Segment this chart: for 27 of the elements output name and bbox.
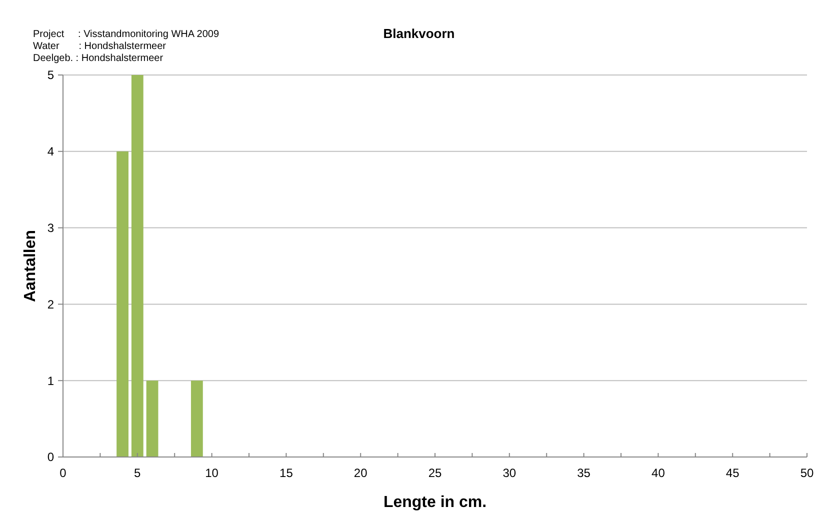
x-axis-title: Lengte in cm.: [383, 494, 487, 511]
x-tick-label: 5: [134, 466, 142, 480]
chart-title: Blankvoorn: [383, 26, 455, 41]
bar: [116, 151, 128, 457]
text: Water : Hondshalstermeer: [33, 41, 167, 52]
x-tick-label: 20: [354, 466, 368, 480]
y-tick-label: 5: [47, 68, 54, 82]
x-tick-label: 0: [60, 466, 67, 480]
x-tick-label: 25: [428, 466, 442, 480]
y-tick-label: 4: [47, 144, 54, 159]
x-tick-label: 40: [652, 466, 666, 480]
y-axis-title: Aantallen: [22, 230, 39, 302]
x-tick-label: 35: [577, 466, 591, 480]
text: Project : Visstandmonitoring WHA 2009: [33, 29, 220, 40]
x-tick-label: 45: [726, 466, 740, 480]
x-tick-label: 30: [502, 466, 516, 480]
bar: [146, 380, 158, 457]
x-tick-label: 15: [280, 466, 294, 480]
text: Deelgeb. : Hondshalstermeer: [33, 53, 164, 64]
bar: [131, 75, 144, 457]
y-tick-label: 0: [47, 450, 54, 464]
x-tick-label: 10: [205, 466, 219, 480]
y-tick-label: 1: [47, 374, 54, 388]
x-tick-label: 50: [800, 466, 814, 480]
y-tick-label: 3: [47, 221, 54, 235]
bar: [190, 380, 203, 457]
y-tick-label: 2: [47, 297, 54, 312]
